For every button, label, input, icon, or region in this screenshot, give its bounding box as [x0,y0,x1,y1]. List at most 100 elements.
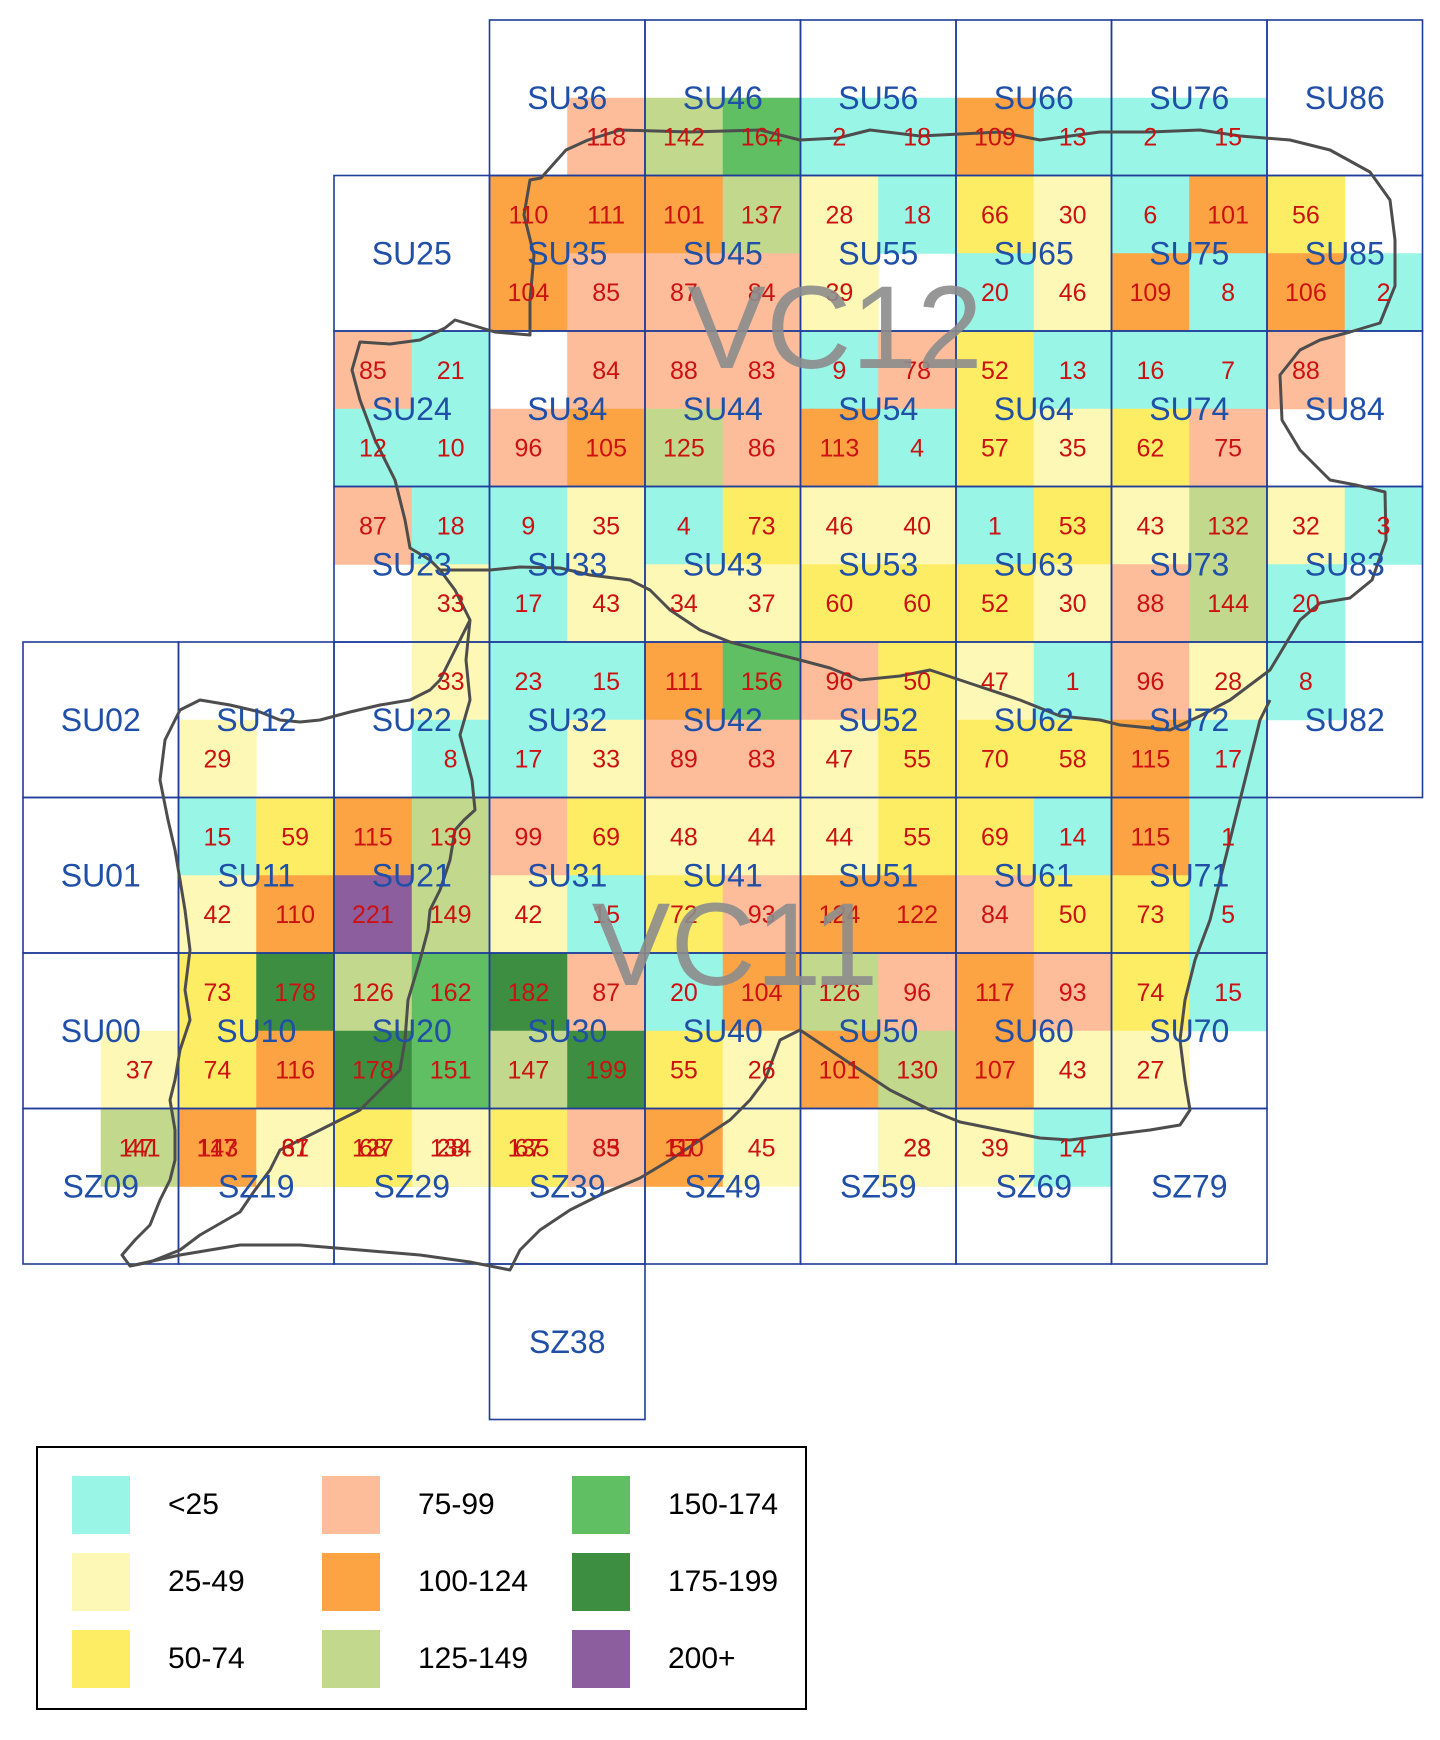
tetrad-count: 118 [586,124,626,152]
tetrad-cell [956,1030,1035,1109]
tetrad-cell [722,1108,801,1187]
tetrad-cell [645,408,724,487]
tetrad-cell [334,408,413,487]
tetrad-cell [800,1030,879,1109]
tetrad-count: 143 [197,1134,239,1162]
tetrad-count: 147 [508,1057,550,1085]
tetrad-count: 57 [670,1134,698,1162]
tetrad-count: 84 [981,901,1009,929]
hectad-label: SU82 [1305,702,1385,738]
tetrad-count: 88 [670,357,698,385]
tetrad-cell [178,875,257,954]
tetrad-cell [334,875,413,954]
tetrad-count: 117 [975,979,1015,1007]
tetrad-cell [567,1108,646,1187]
hectad-label: SZ69 [996,1168,1072,1204]
hectad-label: SZ38 [529,1324,605,1360]
tetrad-cell [1267,486,1346,565]
tetrad-cell [722,331,801,410]
tetrad-cell [489,564,568,643]
tetrad-cell [489,953,568,1032]
hectad-label: SU72 [1149,702,1229,738]
tetrad-count: 85 [592,279,620,307]
tetrad-count: 23 [903,1134,931,1162]
tetrad-count: 88 [1292,357,1320,385]
tetrad-count: 96 [1136,668,1164,696]
hectad-label: SU36 [527,80,607,116]
tetrad-cell [567,408,646,487]
tetrad-cell [1033,953,1112,1032]
tetrad-cell [956,719,1035,798]
tetrad-count: 116 [275,1057,315,1085]
tetrad-count: 45 [748,1134,776,1162]
hectad-label: SU42 [683,702,763,738]
tetrad-cell [1267,175,1346,254]
hectad-square [488,1263,646,1421]
tetrad-cell [878,408,957,487]
tetrad-cell [1189,175,1268,254]
tetrad-count: 52 [981,357,1009,385]
tetrad-count: 15 [1214,979,1242,1007]
tetrad-cell [645,1030,724,1109]
tetrad-count: 46 [825,512,853,540]
hectad-label: SU23 [372,546,452,582]
tetrad-count: 57 [981,435,1009,463]
tetrad-count: 101 [663,201,705,229]
tetrad-count: 5 [1221,901,1235,929]
tetrad-count: 28 [1214,668,1242,696]
tetrad-cell [1111,642,1190,721]
tetrad-cell [334,953,413,1032]
tetrad-cell [178,1030,257,1109]
tetrad-cell [956,642,1035,721]
tetrad-cell [645,253,724,332]
tetrad-cell [722,253,801,332]
tetrad-count: 47 [981,668,1009,696]
tetrad-cell [1189,253,1268,332]
tetrad-cell [178,797,257,876]
tetrad-count: 50 [1059,901,1087,929]
tetrad-count: 110 [508,201,548,229]
tetrad-count: 15 [203,823,231,851]
tetrad-cell [722,486,801,565]
hectad-label: SU20 [372,1013,452,1049]
hectad-label: SU31 [527,857,607,893]
tetrad-count: 17 [514,746,542,774]
tetrad-count: 87 [359,512,387,540]
tetrad-cell [567,1030,646,1109]
tetrad-count: 69 [981,823,1009,851]
tetrad-cell [1111,875,1190,954]
tetrad-count: 221 [352,901,394,929]
tetrad-cell [1033,642,1112,721]
legend-label: 125-149 [418,1642,529,1675]
tetrad-count: 105 [585,435,627,463]
tetrad-count: 47 [825,746,853,774]
tetrad-cell [1111,719,1190,798]
tetrad-count: 88 [1136,590,1164,618]
tetrad-cell [334,797,413,876]
tetrad-cell [956,331,1035,410]
hectad-square [1266,641,1424,799]
tetrad-cell [100,1108,179,1187]
tetrad-count: 151 [430,1057,472,1085]
tetrad-cell [1111,1030,1190,1109]
tetrad-count: 156 [741,668,783,696]
tetrad-cell [800,875,879,954]
tetrad-cell [956,1108,1035,1187]
tetrad-count: 8 [1221,279,1235,307]
tetrad-count: 78 [903,357,931,385]
tetrad-cell [1033,875,1112,954]
tetrad-cell [567,719,646,798]
tetrad-count: 43 [1059,1057,1087,1085]
tetrad-cell [800,253,879,332]
hectad-label: SU30 [527,1013,607,1049]
tetrad-cell [1111,253,1190,332]
hectad-label: SU74 [1149,391,1229,427]
tetrad-count: 104 [741,979,783,1007]
legend-label: 175-199 [668,1565,779,1598]
tetrad-count: 83 [748,357,776,385]
tetrad-cell [645,953,724,1032]
tetrad-cell [178,1108,257,1187]
tetrad-count: 42 [203,901,231,929]
tetrad-cell [1189,953,1268,1032]
legend-label: 75-99 [418,1488,495,1521]
